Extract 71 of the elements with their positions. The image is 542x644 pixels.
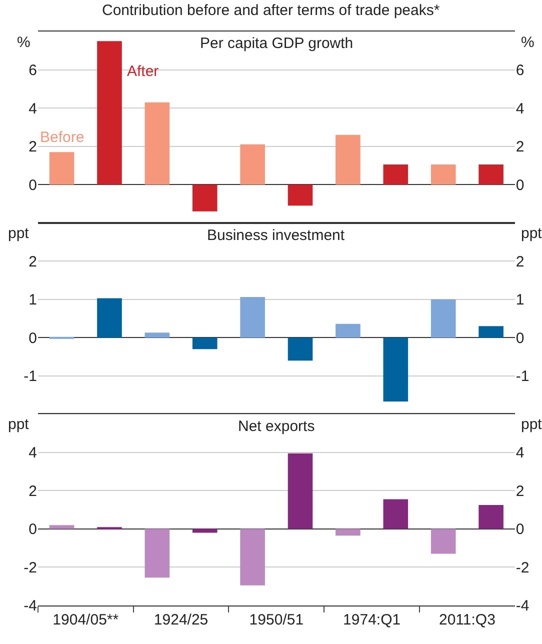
y2-tick-label: 0 — [516, 521, 524, 538]
y2-axis-title: ppt — [521, 225, 542, 242]
chart-title: Business investment — [207, 227, 346, 244]
bar — [478, 164, 504, 185]
bar — [240, 144, 265, 185]
x-tick-label: 1924/25 — [154, 612, 208, 629]
series-label: Before — [40, 129, 84, 146]
y-tick-label: 4 — [28, 100, 37, 118]
bar — [478, 326, 504, 338]
y2-tick-label: 2 — [516, 482, 524, 500]
y-tick-label: 2 — [28, 138, 37, 156]
y-axis-title: ppt — [8, 225, 30, 242]
y-tick-label: 0 — [28, 330, 37, 347]
y-tick-label: 4 — [28, 444, 37, 462]
bar — [336, 528, 360, 536]
bar — [336, 134, 360, 185]
x-tick-label: 2011:Q3 — [438, 612, 496, 629]
y-tick-label: 0 — [28, 521, 37, 538]
bar — [144, 332, 170, 338]
x-tick-label: 1950/51 — [249, 612, 304, 629]
y-tick-label: -1 — [24, 368, 37, 386]
bar — [49, 152, 74, 185]
chart-title: Net exports — [238, 418, 315, 435]
y-axis-title: ppt — [8, 416, 30, 433]
y2-tick-label: -2 — [516, 559, 530, 576]
y2-axis-title: ppt — [521, 416, 542, 433]
bar — [240, 528, 265, 586]
bar — [383, 164, 408, 185]
bar — [192, 338, 218, 350]
bar — [240, 297, 265, 338]
bar — [49, 525, 74, 529]
y2-tick-label: 0 — [516, 176, 524, 194]
y2-tick-label: -4 — [516, 598, 530, 615]
y2-tick-label: 2 — [516, 253, 524, 270]
chart-subtitle: Contribution before and after terms of trade peaks* — [102, 2, 440, 19]
y2-tick-label: 4 — [516, 100, 524, 118]
bar — [97, 41, 122, 185]
y2-tick-label: 4 — [516, 444, 524, 462]
y-axis-title: % — [17, 34, 30, 51]
bar — [336, 324, 360, 338]
bar — [383, 499, 408, 529]
x-tick-label: 1904/05** — [52, 612, 119, 629]
x-tick-label: 1974:Q1 — [343, 612, 401, 629]
bar — [288, 184, 313, 206]
y2-axis-title: % — [521, 34, 534, 51]
y2-tick-label: 6 — [516, 62, 524, 80]
y-tick-label: 6 — [28, 62, 37, 80]
y-tick-label: 1 — [28, 292, 37, 309]
bar — [478, 504, 504, 529]
bar — [192, 184, 218, 212]
bar — [430, 528, 456, 554]
bar — [430, 164, 456, 185]
y2-tick-label: 2 — [516, 138, 524, 156]
y2-tick-label: 1 — [516, 292, 524, 309]
bar — [383, 338, 408, 402]
y-tick-label: 2 — [28, 482, 37, 500]
chart-title: Per capita GDP growth — [200, 35, 354, 52]
y2-tick-label: 0 — [516, 330, 524, 347]
bar — [144, 102, 170, 185]
y2-tick-label: -1 — [516, 368, 530, 386]
y-tick-label: 2 — [28, 253, 37, 270]
y-tick-label: 0 — [28, 176, 37, 194]
bar — [97, 298, 122, 338]
bar — [430, 299, 456, 338]
bar — [288, 453, 313, 529]
series-label: After — [127, 63, 159, 80]
bar — [288, 338, 313, 361]
y-tick-label: -4 — [24, 598, 37, 615]
bar — [192, 528, 218, 533]
bar — [144, 528, 170, 578]
y-tick-label: -2 — [24, 559, 37, 576]
